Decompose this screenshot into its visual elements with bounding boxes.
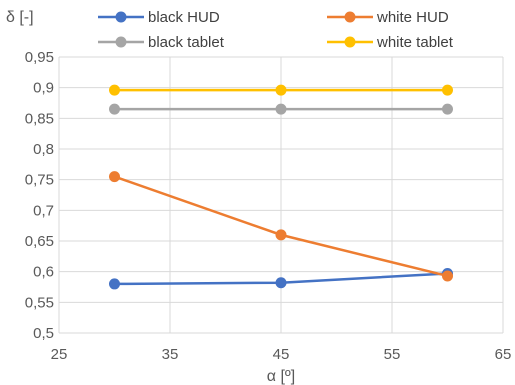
y-tick-label: 0,7 [33, 202, 54, 219]
legend-label-white-hud: white HUD [376, 9, 449, 26]
x-tick-label: 25 [51, 346, 68, 363]
legend-label-black-tablet: black tablet [148, 34, 225, 51]
y-tick-label: 0,6 [33, 264, 54, 281]
y-tick-label: 0,5 [33, 325, 54, 342]
white-tablet-point [442, 84, 453, 96]
white-tablet-point [275, 84, 287, 96]
white-hud-point [275, 229, 287, 241]
black-tablet-point [442, 103, 453, 115]
x-tick-labels: 25 35 45 55 65 [51, 346, 512, 363]
legend-marker-white-hud [344, 11, 356, 23]
white-hud-point [442, 270, 453, 282]
x-tick-label: 35 [162, 346, 179, 363]
y-axis-title: δ [-] [6, 9, 34, 26]
x-axis-title: α [º] [267, 368, 295, 385]
x-tick-label: 55 [384, 346, 401, 363]
y-tick-label: 0,8 [33, 141, 54, 158]
y-tick-label: 0,85 [25, 110, 54, 127]
legend-marker-black-tablet [115, 36, 127, 48]
white-tablet-point [109, 84, 120, 96]
black-hud-point [109, 278, 120, 290]
plot-series [109, 84, 453, 290]
white-hud-point [109, 171, 120, 183]
y-tick-label: 0,75 [25, 172, 54, 189]
y-tick-labels: 0,5 0,55 0,6 0,65 0,7 0,75 0,8 0,85 0,9 0,95 [25, 49, 54, 342]
black-hud-point [275, 277, 287, 289]
legend-marker-black-hud [115, 11, 127, 23]
grid-lines [58, 56, 504, 334]
legend: black HUD white HUD black tablet white tabl… [98, 9, 454, 51]
black-tablet-point [109, 103, 120, 115]
black-tablet-point [275, 103, 287, 115]
legend-label-white-tablet: white tablet [376, 34, 454, 51]
x-tick-label: 65 [495, 346, 512, 363]
legend-marker-white-tablet [344, 36, 356, 48]
x-tick-label: 45 [273, 346, 290, 363]
y-tick-label: 0,55 [25, 294, 54, 311]
legend-label-black-hud: black HUD [148, 9, 220, 26]
y-tick-label: 0,65 [25, 233, 54, 250]
y-tick-label: 0,9 [33, 80, 54, 97]
y-tick-label: 0,95 [25, 49, 54, 66]
